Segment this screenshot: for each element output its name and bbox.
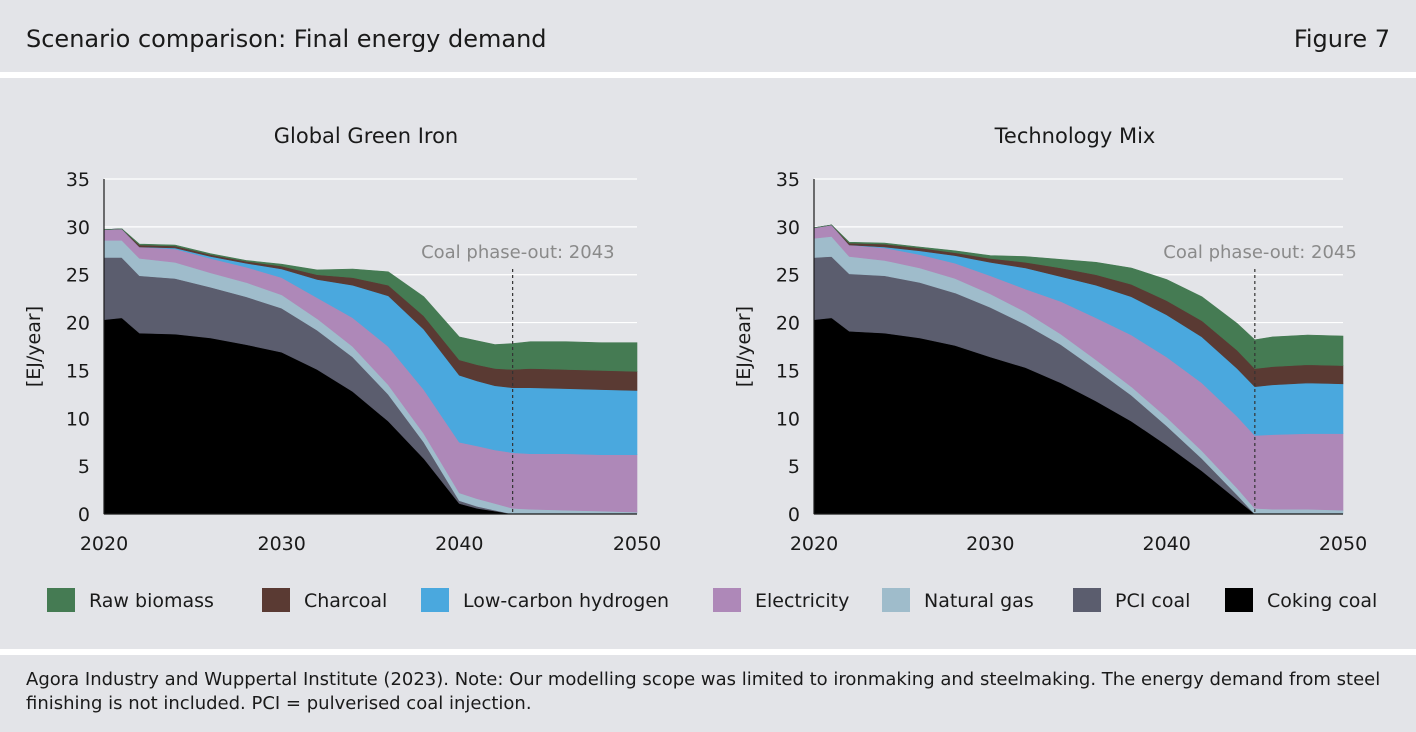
y-axis-label: [EJ/year] [733, 306, 755, 387]
y-tick-label: 25 [66, 265, 90, 287]
y-tick-label: 15 [66, 360, 90, 382]
phase-out-label: Coal phase-out: 2043 [421, 242, 615, 263]
legend-label: Low-carbon hydrogen [463, 590, 670, 612]
y-axis-label: [EJ/year] [23, 306, 45, 387]
legend: Raw biomass Charcoal Low-carbon hydrogen El… [0, 586, 1416, 616]
legend-swatch [421, 588, 449, 612]
y-tick-label: 35 [66, 169, 90, 191]
phase-out-label: Coal phase-out: 2045 [1163, 242, 1357, 263]
legend-swatch [1225, 588, 1253, 612]
y-tick-label: 35 [776, 169, 800, 191]
legend-label: Coking coal [1267, 590, 1378, 612]
figure-label: Figure 7 [1293, 25, 1390, 53]
area-raw-biomass [813, 224, 1344, 369]
y-tick-label: 20 [66, 313, 90, 335]
y-tick-label: 30 [66, 217, 90, 239]
y-tick-label: 0 [788, 504, 800, 526]
x-tick-label: 2030 [966, 533, 1014, 555]
chart-0: 0 5 10 15 20 25 30 35 2020 2030 2040 2050 Global Gre… [23, 124, 661, 555]
x-tick-label: 2040 [1142, 533, 1190, 555]
source-note: Agora Industry and Wuppertal Institute (… [26, 669, 1381, 714]
legend-label: Electricity [755, 590, 850, 612]
legend-swatch [1073, 588, 1101, 612]
y-tick-label: 10 [66, 408, 90, 430]
legend-swatch [713, 588, 741, 612]
area-raw-biomass [103, 228, 638, 372]
y-tick-label: 30 [776, 217, 800, 239]
y-tick-label: 5 [788, 456, 800, 478]
header-band: Scenario comparison: Final energy demand… [0, 0, 1416, 72]
y-tick-label: 25 [776, 265, 800, 287]
legend-swatch [262, 588, 290, 612]
y-tick-label: 10 [776, 408, 800, 430]
y-tick-label: 20 [776, 313, 800, 335]
x-tick-label: 2020 [790, 533, 838, 555]
chart-1: 0 5 10 15 20 25 30 35 2020 2030 2040 2050 Technology… [733, 124, 1367, 555]
y-tick-label: 0 [78, 504, 90, 526]
chart-title: Technology Mix [994, 124, 1156, 148]
x-tick-label: 2030 [257, 533, 305, 555]
legend-label: Natural gas [924, 590, 1034, 612]
chart-panel: 0 5 10 15 20 25 30 35 2020 2030 2040 2050 Global Gre… [0, 78, 1416, 649]
legend-label: Raw biomass [89, 590, 214, 612]
legend-swatch [882, 588, 910, 612]
legend-label: Charcoal [304, 590, 388, 612]
x-tick-label: 2020 [80, 533, 128, 555]
page-title: Scenario comparison: Final energy demand [26, 25, 547, 53]
y-tick-label: 15 [776, 360, 800, 382]
legend-label: PCI coal [1115, 590, 1191, 612]
x-tick-label: 2050 [613, 533, 661, 555]
chart-title: Global Green Iron [274, 124, 458, 148]
y-tick-label: 5 [78, 456, 90, 478]
legend-swatch [47, 588, 75, 612]
x-tick-label: 2040 [435, 533, 483, 555]
x-tick-label: 2050 [1319, 533, 1367, 555]
footer-band: Agora Industry and Wuppertal Institute (… [0, 655, 1416, 732]
